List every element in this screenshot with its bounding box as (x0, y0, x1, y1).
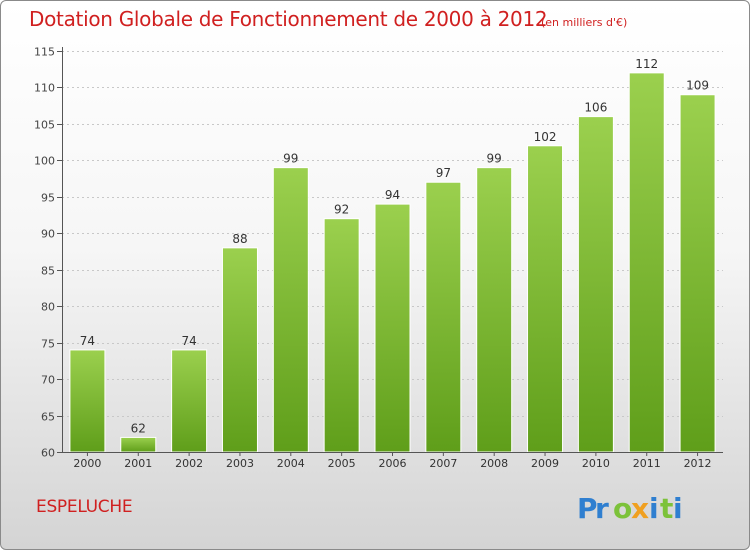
bar-2007 (425, 181, 462, 453)
logo-letters: Pr ox i t i (577, 492, 683, 525)
data-labels: 74 62 74 88 99 92 94 97 99 102 106 112 109 (80, 57, 709, 436)
y-tick-label: 100 (34, 155, 55, 168)
data-label: 109 (686, 79, 709, 93)
logo-letter: o (613, 492, 632, 525)
x-tick-label: 2010 (582, 457, 610, 470)
y-tick-label: 60 (41, 447, 55, 460)
bar-2012 (679, 94, 716, 453)
logo-letter: i (649, 492, 659, 525)
bar-2008 (476, 167, 513, 453)
bar-2003 (221, 247, 258, 453)
x-tick-label: 2002 (175, 457, 203, 470)
data-label: 99 (487, 152, 502, 166)
logo-letter: i (673, 492, 683, 525)
x-tick-label: 2012 (684, 457, 712, 470)
proxiti-logo: Pr ox i t i (577, 492, 683, 525)
y-tick-label: 110 (34, 82, 55, 95)
x-tick-label: 2007 (429, 457, 457, 470)
logo-letter: t (660, 492, 673, 525)
chart-title: Dotation Globale de Fonctionnement de 20… (29, 7, 548, 31)
commune-name: ESPELUCHE (36, 497, 133, 517)
bar-2010 (577, 116, 614, 453)
data-label: 92 (334, 203, 349, 217)
logo-letter: P (577, 492, 598, 525)
data-label: 62 (131, 421, 146, 435)
x-tick-label: 2004 (277, 457, 305, 470)
bar-2006 (374, 203, 411, 453)
data-label: 74 (181, 334, 196, 348)
data-label: 97 (436, 166, 451, 180)
x-tick-label: 2000 (73, 457, 101, 470)
y-tick-label: 80 (41, 301, 55, 314)
unit-note: (en milliers d'€) (541, 16, 628, 29)
y-tick-label: 70 (41, 374, 55, 387)
bar-2011 (628, 72, 665, 453)
y-tick-label: 115 (34, 46, 55, 59)
y-tick-label: 65 (41, 411, 55, 424)
data-label: 99 (283, 152, 298, 166)
y-tick-label: 75 (41, 338, 55, 351)
data-label: 74 (80, 334, 95, 348)
x-tick-label: 2006 (379, 457, 407, 470)
x-tick-label: 2005 (328, 457, 356, 470)
x-tick-label: 2011 (633, 457, 661, 470)
bar-2004 (272, 167, 309, 453)
data-label: 94 (385, 188, 400, 202)
x-tick-label: 2001 (124, 457, 152, 470)
logo-letter: x (631, 492, 649, 525)
data-label: 112 (635, 57, 658, 71)
bar-2002 (171, 349, 208, 453)
x-tick-label: 2008 (480, 457, 508, 470)
data-label: 88 (232, 232, 247, 246)
x-tick-label: 2003 (226, 457, 254, 470)
y-tick-label: 85 (41, 265, 55, 278)
axes: 60 65 70 75 80 85 90 95 100 105 110 115 2000 2001 2002… (34, 46, 723, 470)
x-tick-label: 2009 (531, 457, 559, 470)
bars (69, 72, 716, 453)
bar-2009 (527, 145, 564, 453)
y-tick-label: 95 (41, 192, 55, 205)
y-tick-label: 105 (34, 119, 55, 132)
bar-2000 (69, 349, 106, 453)
bar-2001 (120, 436, 157, 453)
data-label: 106 (584, 101, 607, 115)
bar-2005 (323, 218, 360, 453)
y-tick-label: 90 (41, 228, 55, 241)
logo-letter: r (595, 492, 609, 525)
data-label: 102 (534, 130, 557, 144)
